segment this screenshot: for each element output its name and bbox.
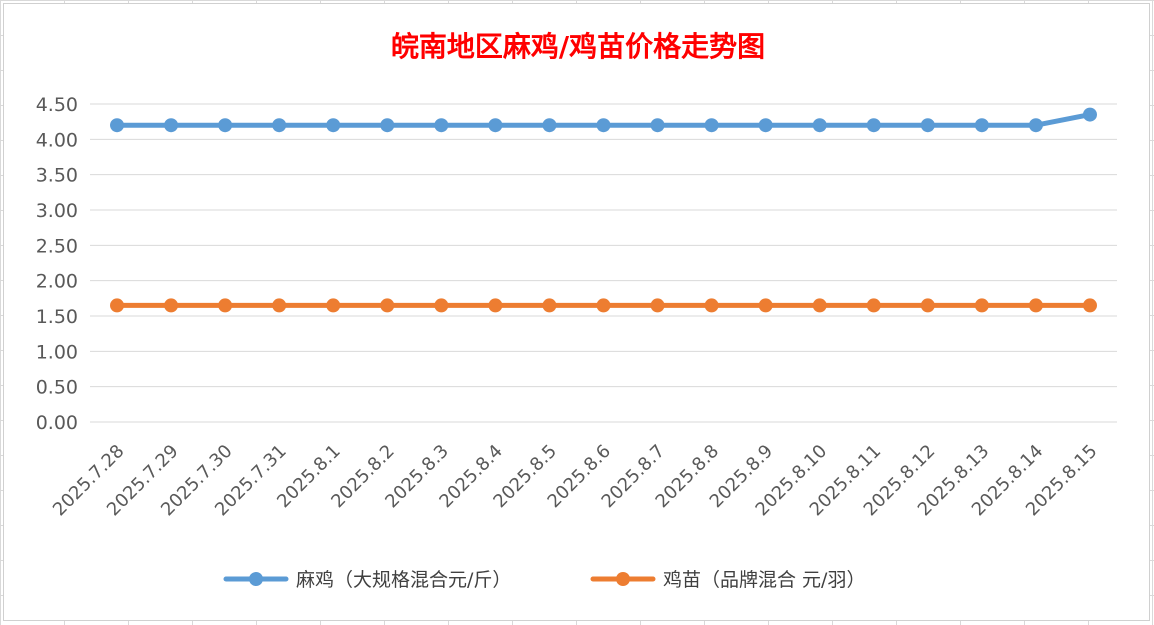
y-tick-label: 0.50 — [36, 377, 78, 399]
data-point[interactable] — [326, 118, 341, 133]
data-point[interactable] — [650, 298, 665, 313]
legend-marker — [249, 572, 263, 586]
y-tick-label: 2.00 — [36, 271, 78, 293]
data-point[interactable] — [164, 298, 179, 313]
x-axis-ticks: 2025.7.282025.7.292025.7.302025.7.312025… — [49, 441, 1102, 521]
data-point[interactable] — [1082, 298, 1097, 313]
line-chart: 皖南地区麻鸡/鸡苗价格走势图 0.00 0.50 1.00 1.50 2.00 2.50 3… — [36, 30, 1117, 591]
data-point[interactable] — [326, 298, 341, 313]
data-point[interactable] — [758, 118, 773, 133]
data-point[interactable] — [866, 118, 881, 133]
chart-title: 皖南地区麻鸡/鸡苗价格走势图 — [391, 30, 765, 63]
legend-label: 麻鸡（大规格混合元/斤） — [296, 569, 511, 591]
data-point[interactable] — [704, 298, 719, 313]
data-point[interactable] — [974, 118, 989, 133]
gridlines — [90, 103, 1117, 423]
data-point[interactable] — [596, 118, 611, 133]
data-point[interactable] — [218, 298, 233, 313]
data-point[interactable] — [488, 118, 503, 133]
legend-item[interactable]: 麻鸡（大规格混合元/斤） — [223, 569, 511, 591]
data-point[interactable] — [974, 298, 989, 313]
data-point[interactable] — [272, 298, 287, 313]
series-1 — [110, 107, 1097, 133]
data-point[interactable] — [488, 298, 503, 313]
legend: 麻鸡（大规格混合元/斤） 鸡苗（品牌混合 元/羽） — [223, 569, 865, 591]
data-point[interactable] — [650, 118, 665, 133]
data-point[interactable] — [164, 118, 179, 133]
data-point[interactable] — [110, 118, 125, 133]
y-tick-label: 3.50 — [36, 165, 78, 187]
data-point[interactable] — [758, 298, 773, 313]
legend-label: 鸡苗（品牌混合 元/羽） — [663, 569, 865, 591]
data-point[interactable] — [812, 298, 827, 313]
data-point[interactable] — [110, 298, 125, 313]
y-tick-label: 4.00 — [36, 129, 78, 151]
y-axis-ticks: 0.00 0.50 1.00 1.50 2.00 2.50 3.00 3.50 4.00 4.50 — [36, 94, 78, 434]
legend-marker — [616, 572, 630, 586]
data-point[interactable] — [380, 118, 395, 133]
legend-item[interactable]: 鸡苗（品牌混合 元/羽） — [590, 569, 865, 591]
series-lines — [110, 107, 1097, 313]
data-point[interactable] — [1028, 118, 1043, 133]
y-tick-label: 1.50 — [36, 306, 78, 328]
data-point[interactable] — [866, 298, 881, 313]
data-point[interactable] — [596, 298, 611, 313]
y-tick-label: 1.00 — [36, 341, 78, 363]
series-2 — [110, 298, 1097, 313]
data-point[interactable] — [704, 118, 719, 133]
data-point[interactable] — [1028, 298, 1043, 313]
data-point[interactable] — [434, 118, 449, 133]
y-tick-label: 2.50 — [36, 235, 78, 257]
data-point[interactable] — [542, 118, 557, 133]
data-point[interactable] — [542, 298, 557, 313]
chart-area[interactable]: 皖南地区麻鸡/鸡苗价格走势图 0.00 0.50 1.00 1.50 2.00 2.50 3… — [3, 3, 1150, 621]
y-tick-label: 4.50 — [36, 94, 78, 116]
data-point[interactable] — [272, 118, 287, 133]
data-point[interactable] — [434, 298, 449, 313]
data-point[interactable] — [380, 298, 395, 313]
data-point[interactable] — [1082, 107, 1097, 122]
data-point[interactable] — [920, 298, 935, 313]
y-tick-label: 3.00 — [36, 200, 78, 222]
data-point[interactable] — [812, 118, 827, 133]
y-tick-label: 0.00 — [36, 412, 78, 434]
data-point[interactable] — [218, 118, 233, 133]
data-point[interactable] — [920, 118, 935, 133]
